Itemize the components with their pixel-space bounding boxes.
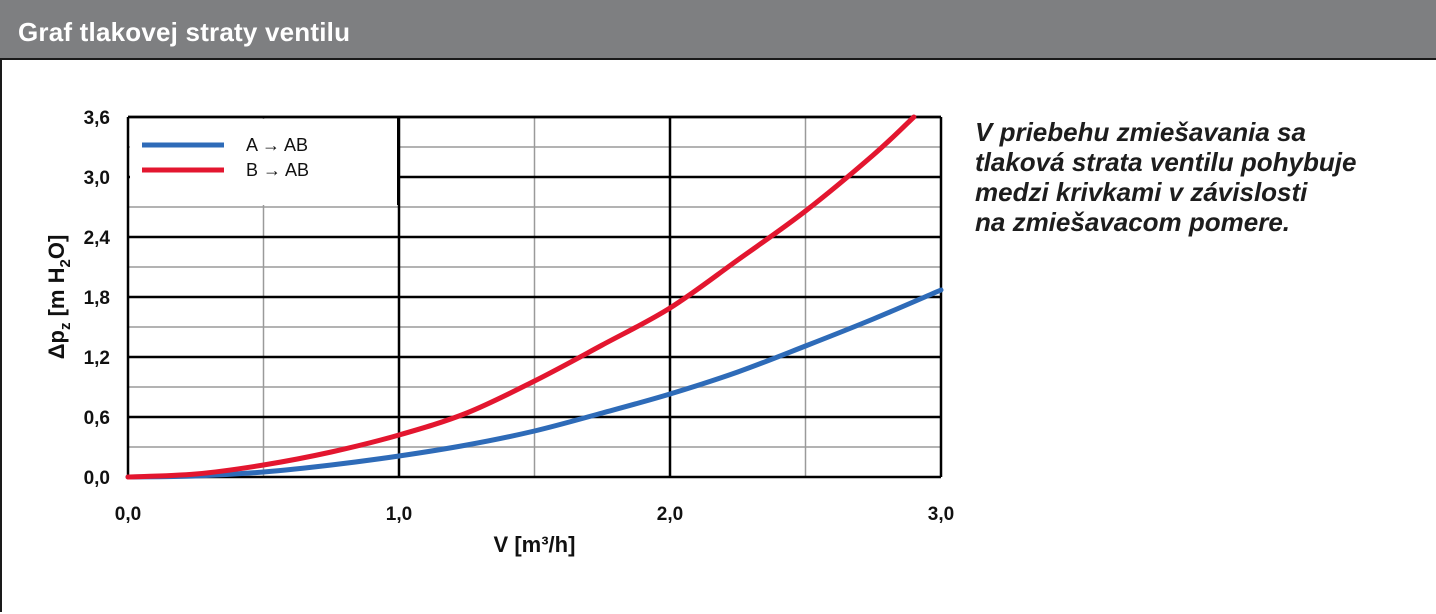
- note-line: na zmiešavacom pomere.: [975, 207, 1291, 237]
- y-tick-label: 3,0: [84, 168, 110, 189]
- note-line: V priebehu zmiešavania sa: [975, 117, 1306, 147]
- y-tick-label: 0,6: [84, 408, 110, 429]
- series-line: [125, 114, 917, 480]
- legend-label: B → AB: [246, 160, 309, 180]
- chart-note: V priebehu zmiešavania sa tlaková strata…: [975, 117, 1425, 237]
- pressure-loss-chart: A → AB B → AB 0,0 0,6 1,2 1,8 2,4 3,0 3,6 0,0 1,0 2…: [44, 108, 954, 557]
- y-tick-label: 1,8: [84, 288, 110, 309]
- y-tick-label: 0,0: [84, 468, 110, 489]
- panel-header: Graf tlakovej straty ventilu: [0, 0, 1436, 60]
- x-tick-label: 3,0: [928, 504, 954, 525]
- y-tick-label: 3,6: [84, 108, 110, 129]
- x-axis-title: V [m³/h]: [494, 532, 576, 557]
- panel-title: Graf tlakovej straty ventilu: [18, 17, 351, 47]
- y-tick-label: 1,2: [84, 348, 110, 369]
- y-axis-title: Δpz [m H2O]: [44, 235, 74, 360]
- x-tick-label: 2,0: [657, 504, 683, 525]
- legend-label: A → AB: [246, 135, 308, 155]
- note-line: tlaková strata ventilu pohybuje: [975, 147, 1357, 177]
- x-tick-label: 1,0: [386, 504, 412, 525]
- series-line: [125, 287, 944, 480]
- note-line: medzi krivkami v závislosti: [975, 177, 1308, 207]
- legend-box: [130, 119, 398, 205]
- y-tick-label: 2,4: [84, 228, 111, 249]
- x-tick-label: 0,0: [115, 504, 141, 525]
